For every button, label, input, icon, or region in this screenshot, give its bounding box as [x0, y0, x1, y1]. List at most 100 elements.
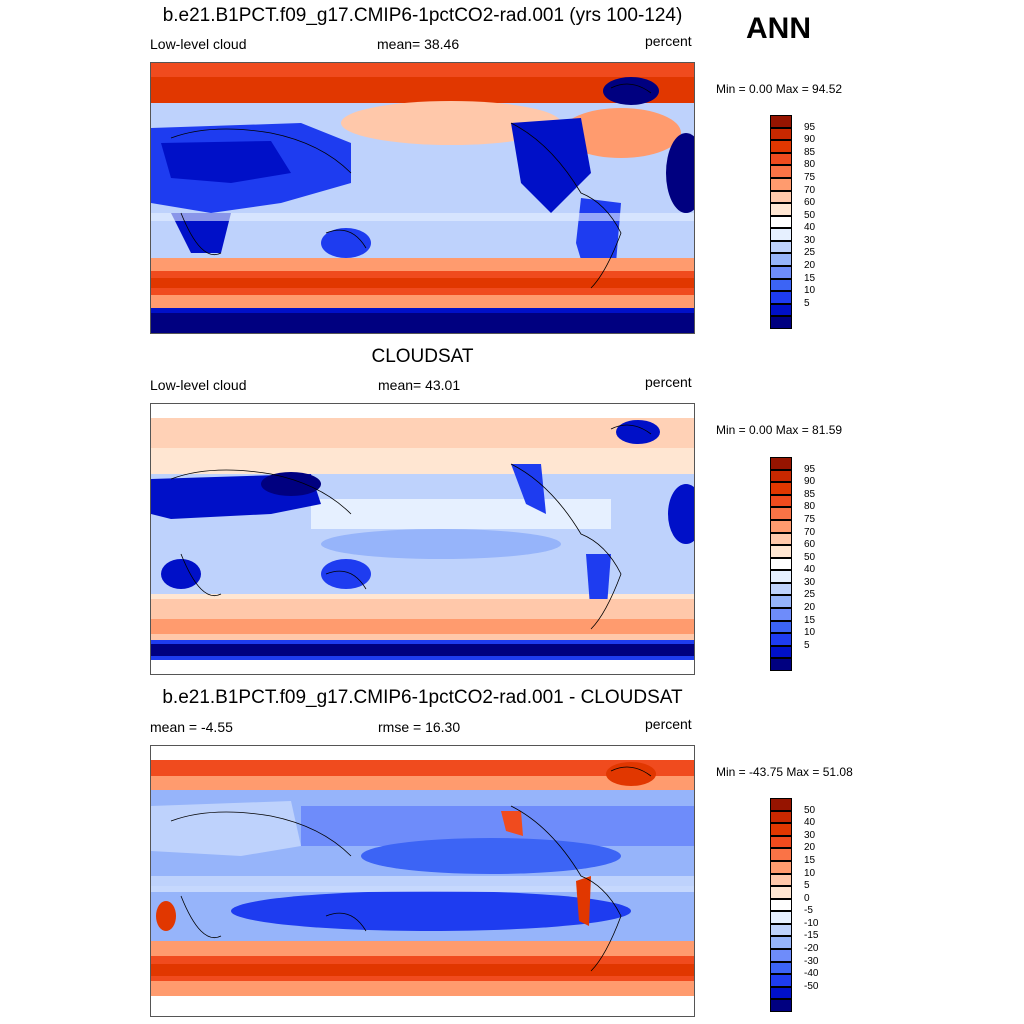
colorbar-level-label: 25 [804, 589, 816, 601]
colorbar-level-label: 30 [804, 576, 816, 588]
panel-1-map-field [151, 63, 694, 333]
colorbar-level-label: 60 [804, 539, 816, 551]
panel-3-rmse: rmse = 16.30 [378, 719, 461, 735]
colorbar-swatch [770, 848, 792, 861]
panel-3-map-field [151, 746, 694, 1016]
colorbar-level-label: 25 [804, 247, 816, 259]
colorbar-level-label: 20 [804, 602, 816, 614]
colorbar-swatch [770, 140, 792, 153]
colorbar-swatch [770, 177, 792, 191]
colorbar-swatch [770, 115, 792, 128]
colorbar-level-label: 80 [804, 159, 816, 171]
colorbar-level-label: -10 [804, 917, 819, 929]
colorbar-swatch [770, 860, 792, 874]
colorbar-level-label: 20 [804, 260, 816, 272]
panel-2-minmax: Min = 0.00 Max = 81.59 [716, 423, 843, 437]
colorbar-swatch [770, 152, 792, 166]
colorbar-level-label: 40 [804, 817, 816, 829]
colorbar-swatch [770, 165, 792, 178]
colorbar-swatch [770, 658, 792, 671]
colorbar-swatch [770, 923, 792, 937]
colorbar-level-label: 0 [804, 892, 810, 904]
colorbar-level-label: 15 [804, 614, 816, 626]
colorbar-swatch [770, 127, 792, 141]
colorbar-swatch [770, 291, 792, 304]
panel-3-units: percent [645, 716, 692, 732]
colorbar-swatch [770, 886, 792, 899]
panel-1-units: percent [645, 33, 692, 49]
colorbar-swatch [770, 936, 792, 950]
colorbar-level-label: 50 [804, 209, 816, 221]
colorbar-level-label: -30 [804, 955, 819, 967]
panel-2-map-field [151, 404, 694, 674]
colorbar-swatch [770, 798, 792, 811]
colorbar-swatch [770, 633, 792, 646]
panel-1-minmax: Min = 0.00 Max = 94.52 [716, 82, 843, 96]
colorbar-swatch [770, 595, 792, 609]
colorbar-level-label: 50 [804, 551, 816, 563]
panel-1-colorbar: 95 90 85 80 75 70 60 50 40 30 25 20 15 10 5 [770, 115, 815, 329]
colorbar-swatch [770, 469, 792, 483]
colorbar-swatch [770, 835, 792, 849]
colorbar-level-label: 30 [804, 234, 816, 246]
colorbar-level-label: 15 [804, 854, 816, 866]
colorbar-level-label: 90 [804, 134, 816, 146]
colorbar-swatch [770, 557, 792, 571]
colorbar-level-label: 5 [804, 297, 810, 309]
colorbar-swatch [770, 266, 792, 279]
colorbar-level-label: 90 [804, 476, 816, 488]
colorbar-swatch [770, 545, 792, 558]
colorbar-level-label: 60 [804, 197, 816, 209]
colorbar-level-label: 85 [804, 488, 816, 500]
colorbar-swatch [770, 620, 792, 634]
colorbar-level-label: 5 [804, 880, 810, 892]
colorbar-level-label: 5 [804, 639, 810, 651]
panel-3-mean: mean = -4.55 [150, 719, 233, 735]
season-label: ANN [746, 12, 811, 45]
colorbar-level-label: 85 [804, 146, 816, 158]
colorbar-level-label: 95 [804, 121, 816, 133]
colorbar-level-label: 75 [804, 513, 816, 525]
colorbar-swatch [770, 898, 792, 912]
panel-2-colorbar: 95 90 85 80 75 70 60 50 40 30 25 20 15 10 5 [770, 457, 815, 671]
colorbar-level-label: 80 [804, 501, 816, 513]
colorbar-swatch [770, 532, 792, 546]
panel-3-minmax: Min = -43.75 Max = 51.08 [716, 765, 853, 779]
panel-2-title: CLOUDSAT [371, 346, 474, 367]
colorbar-level-label: -50 [804, 980, 819, 992]
panel-3-map [150, 745, 695, 1017]
colorbar-swatch [770, 457, 792, 470]
panel-2-map [150, 403, 695, 675]
colorbar-swatch [770, 999, 792, 1012]
panel-2-variable-label: Low-level cloud [150, 377, 247, 393]
colorbar-swatch [770, 215, 792, 229]
colorbar-swatch [770, 823, 792, 836]
colorbar-swatch [770, 582, 792, 596]
colorbar-level-label: 10 [804, 867, 816, 879]
colorbar-swatch [770, 570, 792, 583]
colorbar-level-label: 50 [804, 804, 816, 816]
colorbar-swatch [770, 203, 792, 216]
colorbar-level-label: 40 [804, 564, 816, 576]
colorbar-level-label: 70 [804, 184, 816, 196]
colorbar-swatch [770, 253, 792, 267]
colorbar-swatch [770, 482, 792, 495]
colorbar-level-label: 40 [804, 222, 816, 234]
colorbar-swatch [770, 986, 792, 1000]
colorbar-swatch [770, 519, 792, 533]
colorbar-level-label: 95 [804, 463, 816, 475]
colorbar-swatch [770, 911, 792, 924]
panel-1-title: b.e21.B1PCT.f09_g17.CMIP6-1pctCO2-rad.00… [162, 5, 683, 26]
colorbar-level-label: 30 [804, 829, 816, 841]
colorbar-swatch [770, 228, 792, 241]
colorbar-swatch [770, 303, 792, 317]
colorbar-swatch [770, 645, 792, 659]
colorbar-level-label: 75 [804, 171, 816, 183]
colorbar-level-label: 70 [804, 526, 816, 538]
panel-1-mean: mean= 38.46 [377, 36, 460, 52]
colorbar-level-label: 15 [804, 272, 816, 284]
colorbar-swatch [770, 494, 792, 508]
colorbar-swatch [770, 949, 792, 962]
colorbar-swatch [770, 810, 792, 824]
panel-1-variable-label: Low-level cloud [150, 36, 247, 52]
